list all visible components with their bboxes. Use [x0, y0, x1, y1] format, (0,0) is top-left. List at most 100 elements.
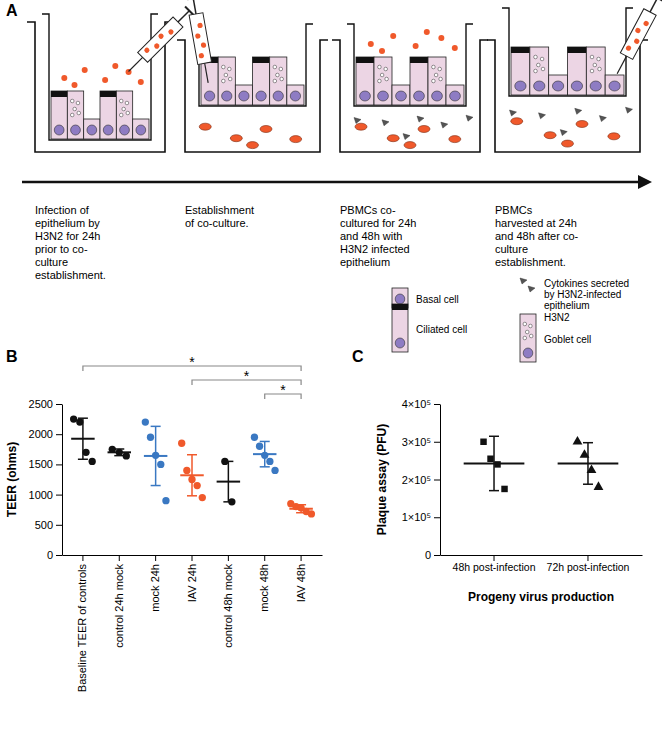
y-tick-label: 1500: [29, 458, 53, 470]
mucus-granule: [77, 111, 81, 115]
mucus-granule: [125, 101, 129, 105]
x-tick-label: control 48h mock: [222, 564, 234, 648]
y-tick-label: 0: [47, 549, 53, 561]
legend-label: Basal cell: [416, 294, 459, 305]
insert-outline: [42, 14, 158, 140]
chart: 01×10⁵2×10⁵3×10⁵4×10⁵48h post-infection7…: [352, 348, 643, 604]
mucus-granule: [122, 107, 126, 111]
barrel: [189, 13, 211, 65]
cytokine: [417, 116, 424, 122]
virus: [424, 29, 430, 35]
legend-item: Goblet cell: [520, 314, 591, 362]
ciliated-cell: [568, 47, 587, 95]
pbmc: [449, 136, 461, 143]
mucus-granule: [70, 113, 74, 117]
legend-label-line: Cytokines secreted: [544, 278, 629, 289]
caption-line: establishment.: [495, 256, 566, 268]
basal-cell: [392, 85, 410, 105]
y-tick: 2500: [29, 398, 62, 410]
y-tick-mark: [434, 555, 440, 556]
nucleus: [396, 91, 407, 101]
cilia: [568, 47, 587, 53]
caption-line: of co-culture.: [185, 217, 249, 229]
y-tick-mark: [56, 404, 62, 405]
virus: [452, 45, 458, 51]
ciliated-cell: [511, 47, 530, 95]
legend-label-line: epithelium: [544, 300, 590, 311]
data-point: [501, 486, 507, 492]
goblet-cell: [374, 57, 392, 105]
y-tick-mark: [434, 442, 440, 443]
virus: [625, 45, 632, 52]
caption-line: epithelium: [340, 256, 390, 268]
pbmc: [290, 136, 302, 143]
syringe: [124, 6, 195, 77]
virus: [72, 82, 78, 88]
pbmc: [562, 140, 574, 147]
cytokine: [510, 110, 517, 116]
x-tick-mark: [494, 555, 495, 561]
x-tick-label: IAV 48h: [295, 564, 307, 602]
mean-line: [144, 455, 167, 457]
basal-cell: [133, 119, 149, 139]
y-tick-label: 2500: [29, 398, 53, 410]
virus: [157, 32, 164, 39]
virus: [197, 22, 203, 28]
panel-label: C: [352, 348, 364, 365]
x-tick: control 24h mock: [113, 555, 125, 648]
y-axis-title: TEER (ohms): [5, 442, 19, 517]
nucleus: [395, 338, 405, 348]
well: [27, 6, 194, 152]
virus: [138, 79, 144, 85]
nucleus: [71, 125, 81, 135]
cilia: [392, 304, 408, 310]
mucus-granule: [273, 79, 277, 83]
y-tick-label: 1×10⁵: [402, 511, 431, 523]
data-point: [251, 434, 258, 441]
virus: [201, 42, 207, 48]
x-tick-mark: [301, 555, 302, 561]
x-tick-mark: [264, 555, 265, 561]
y-axis-line: [62, 405, 63, 556]
x-tick: 72h post-infection: [547, 555, 630, 573]
y-tick-label: 2×10⁵: [402, 474, 431, 486]
virus: [143, 47, 150, 54]
nucleus: [571, 81, 582, 91]
y-tick-label: 4×10⁵: [402, 398, 431, 410]
y-tick: 500: [35, 519, 62, 531]
error-bar-cap: [187, 454, 197, 456]
x-tick-mark: [82, 555, 83, 561]
x-tick: Baseline TEER of controls: [76, 555, 88, 692]
significance-label: *: [280, 382, 286, 398]
virus: [195, 33, 201, 39]
mucus-granule: [378, 65, 382, 69]
mucus-granule: [598, 67, 602, 71]
x-tick-label: Baseline TEER of controls: [76, 564, 88, 693]
y-tick-mark: [434, 517, 440, 518]
y-tick-label: 500: [35, 519, 53, 531]
error-bar-cap: [583, 483, 593, 485]
mucus-granule: [541, 67, 545, 71]
mucus-granule: [534, 55, 538, 59]
mucus-granule: [76, 101, 80, 105]
virus: [167, 28, 174, 35]
mucus-granule: [119, 99, 123, 103]
x-tick: mock 24h: [149, 555, 161, 612]
goblet-cell: [520, 314, 536, 362]
x-tick-label: 72h post-infection: [547, 561, 630, 573]
nucleus: [609, 81, 620, 91]
nucleus: [120, 125, 130, 135]
data-point: [594, 481, 604, 490]
mucus-granule: [439, 77, 443, 81]
data-point: [183, 467, 190, 474]
caption-line: H3N2 for 24h: [35, 230, 100, 242]
mean-line: [289, 508, 312, 510]
error-bar-cap: [187, 495, 197, 497]
error-bar-cap: [489, 490, 499, 492]
virus: [438, 35, 444, 41]
plot-area: [464, 436, 619, 492]
mucus-granule: [590, 55, 594, 59]
barrel: [138, 17, 183, 62]
needle: [617, 56, 626, 74]
plunger-handle: [652, 0, 662, 1]
